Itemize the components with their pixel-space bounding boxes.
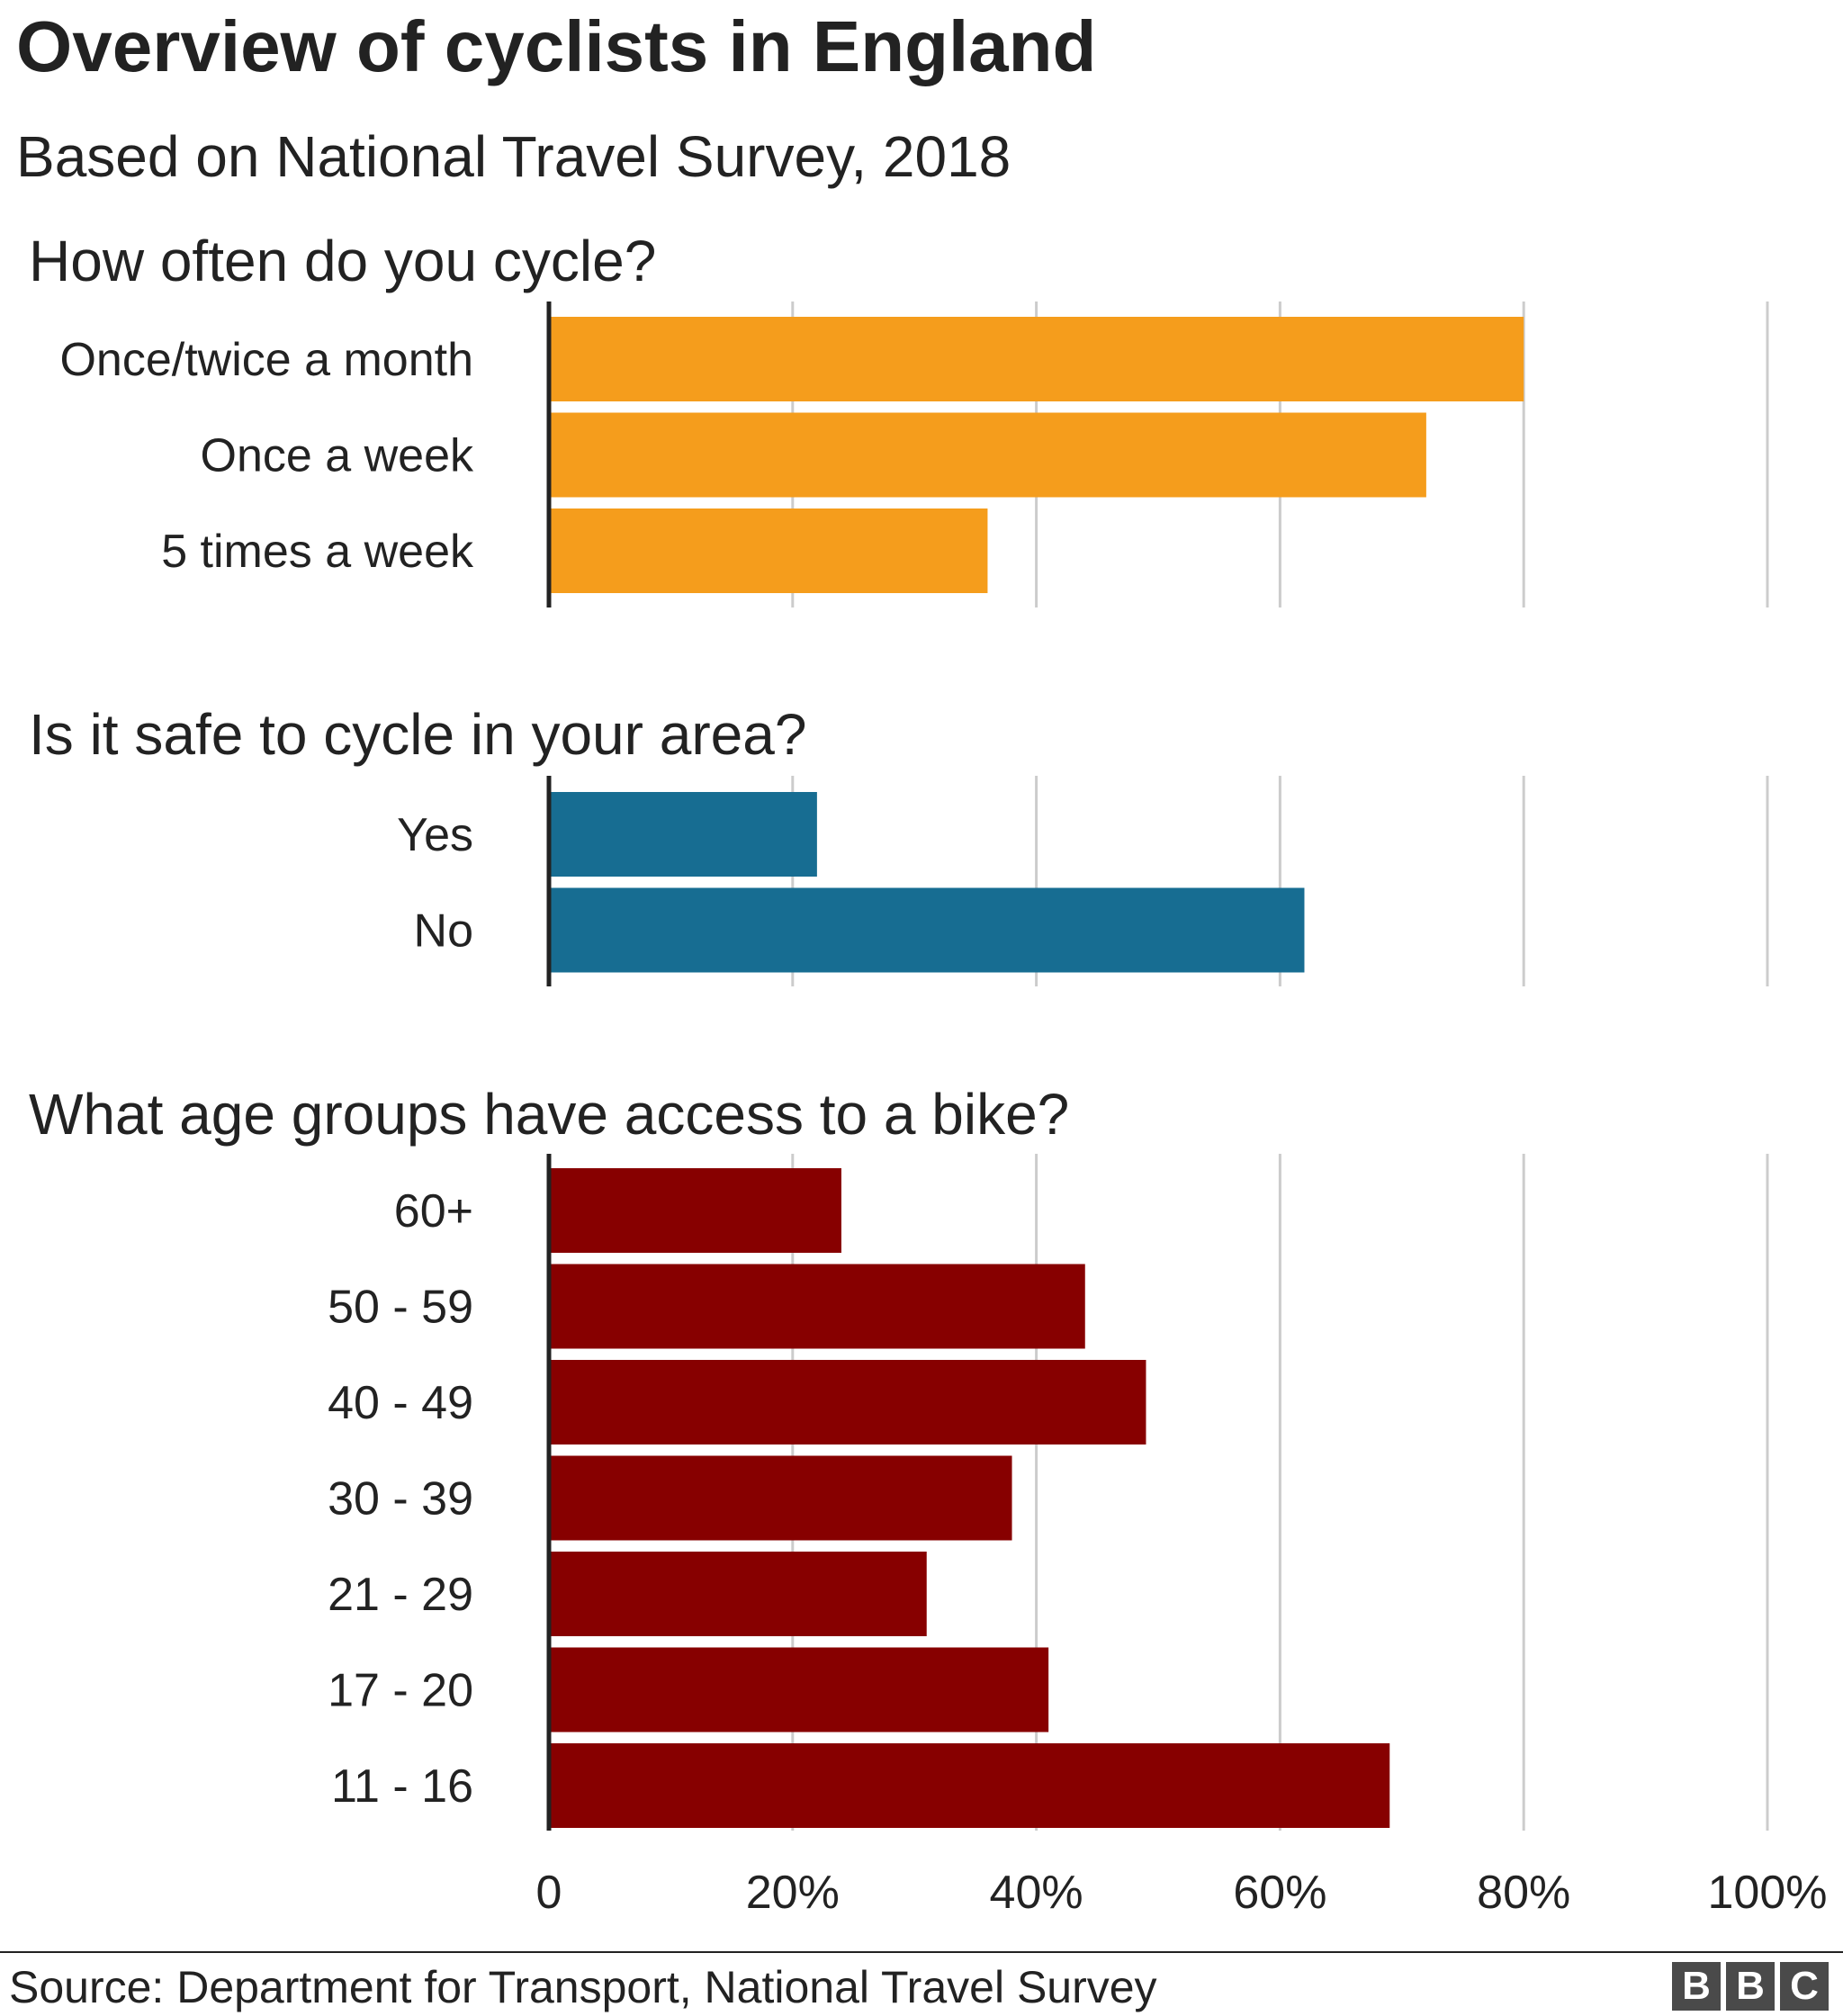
category-label: 60+ — [394, 1185, 473, 1238]
chart-panel: How often do you cycle? Once/twice a mont… — [29, 229, 1769, 608]
bbc-logo-block: C — [1780, 1962, 1829, 2011]
category-label: Once a week — [201, 430, 474, 482]
bar — [549, 792, 817, 877]
category-label: 21 - 29 — [328, 1569, 473, 1621]
panel-title: How often do you cycle? — [29, 229, 656, 293]
category-label: Yes — [397, 809, 473, 861]
bbc-logo-block: B — [1726, 1962, 1775, 2011]
footer-divider — [0, 1951, 1843, 1953]
x-tick-label: 40% — [990, 1867, 1083, 1919]
bar — [549, 1360, 1146, 1444]
bbc-logo: B B C — [1672, 1962, 1829, 2011]
x-tick-label: 80% — [1477, 1867, 1570, 1919]
category-label: No — [414, 905, 473, 958]
bar — [549, 508, 988, 593]
bar — [549, 1552, 927, 1636]
category-label: 30 - 39 — [328, 1473, 473, 1526]
category-label: 17 - 20 — [328, 1665, 473, 1717]
category-label: 5 times a week — [161, 526, 474, 578]
category-label: Once/twice a month — [59, 334, 473, 386]
panel-title: Is it safe to cycle in your area? — [29, 702, 806, 767]
source-note: Source: Department for Transport, Nation… — [9, 1962, 1157, 2012]
x-tick-label: 60% — [1233, 1867, 1326, 1919]
chart-panel: Is it safe to cycle in your area? Yes No — [29, 702, 1769, 986]
x-tick-label: 0 — [536, 1867, 562, 1919]
category-label: 11 - 16 — [331, 1760, 473, 1813]
bar — [549, 887, 1305, 973]
bar — [549, 412, 1426, 498]
x-tick-label: 100% — [1708, 1867, 1828, 1919]
category-label: 40 - 49 — [328, 1377, 473, 1429]
bbc-logo-block: B — [1672, 1962, 1721, 2011]
bar — [549, 1647, 1049, 1732]
x-tick-label: 20% — [746, 1867, 840, 1919]
chart-title: Overview of cyclists in England — [16, 6, 1097, 86]
x-axis: 0 20% 40% 60% 80% 100% — [536, 1867, 1828, 1919]
chart-panel: What age groups have access to a bike? 60… — [29, 1082, 1769, 1831]
bar — [549, 317, 1524, 401]
bar — [549, 1264, 1085, 1349]
bar — [549, 1455, 1012, 1541]
panel-title: What age groups have access to a bike? — [29, 1082, 1069, 1147]
bar — [549, 1743, 1390, 1828]
bar — [549, 1168, 841, 1253]
category-label: 50 - 59 — [328, 1282, 473, 1334]
chart-subtitle: Based on National Travel Survey, 2018 — [16, 124, 1011, 189]
